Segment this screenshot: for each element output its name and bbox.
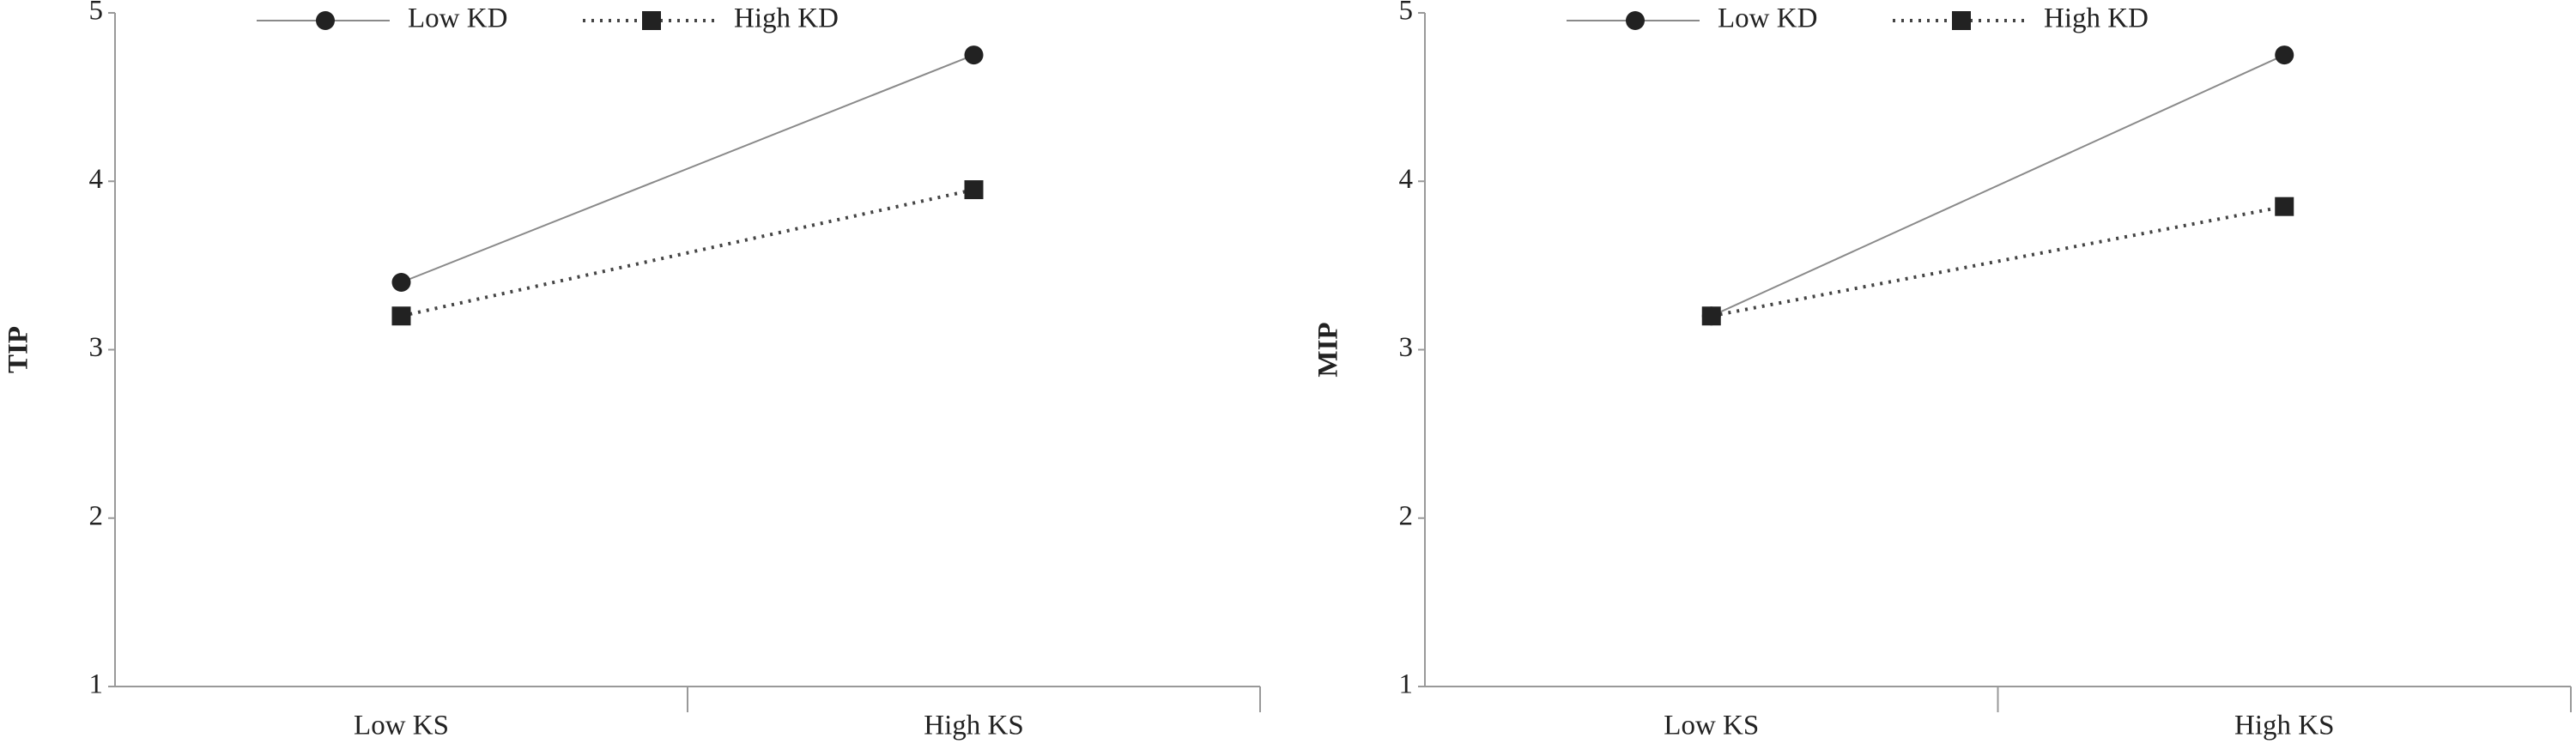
y-tick-label: 1 xyxy=(1399,669,1414,700)
marker xyxy=(1952,11,1971,30)
y-tick-label: 2 xyxy=(1399,500,1414,531)
y-tick-label: 5 xyxy=(1399,0,1414,27)
series-line xyxy=(401,54,974,283)
marker xyxy=(2275,45,2294,65)
legend-label: Low KD xyxy=(408,3,507,34)
marker xyxy=(391,306,411,326)
marker xyxy=(2275,197,2294,216)
x-tick-label: Low KS xyxy=(354,711,449,741)
y-tick-label: 1 xyxy=(89,669,104,700)
legend-label: High KD xyxy=(2044,3,2149,34)
marker xyxy=(1626,11,1645,30)
y-tick-label: 4 xyxy=(89,164,104,195)
chart-panel: 1 2 3 4 5 Low KS High KS MIP Low KD High KD xyxy=(1313,0,2572,741)
series-line xyxy=(401,188,974,318)
y-tick-label: 2 xyxy=(89,500,104,531)
y-tick-label: 4 xyxy=(1399,164,1414,195)
legend-label: High KD xyxy=(734,3,839,34)
marker xyxy=(964,45,984,65)
marker xyxy=(316,11,335,30)
y-axis-label: TIP xyxy=(3,326,34,373)
marker xyxy=(642,11,661,30)
marker xyxy=(964,180,984,200)
chart-panel: 1 2 3 4 5 Low KS High KS TIP Low KD High KD xyxy=(3,0,1261,741)
marker xyxy=(1701,306,1721,326)
y-tick-label: 5 xyxy=(89,0,104,27)
x-tick-label: High KS xyxy=(924,711,1023,741)
x-tick-label: High KS xyxy=(2234,711,2334,741)
y-axis-label: MIP xyxy=(1313,322,1344,377)
y-tick-label: 3 xyxy=(1399,332,1414,363)
series-line xyxy=(1711,54,2285,318)
series-line xyxy=(1711,204,2285,318)
marker xyxy=(391,273,411,292)
x-tick-label: Low KS xyxy=(1664,711,1759,741)
legend-label: Low KD xyxy=(1718,3,1817,34)
y-tick-label: 3 xyxy=(89,332,104,363)
